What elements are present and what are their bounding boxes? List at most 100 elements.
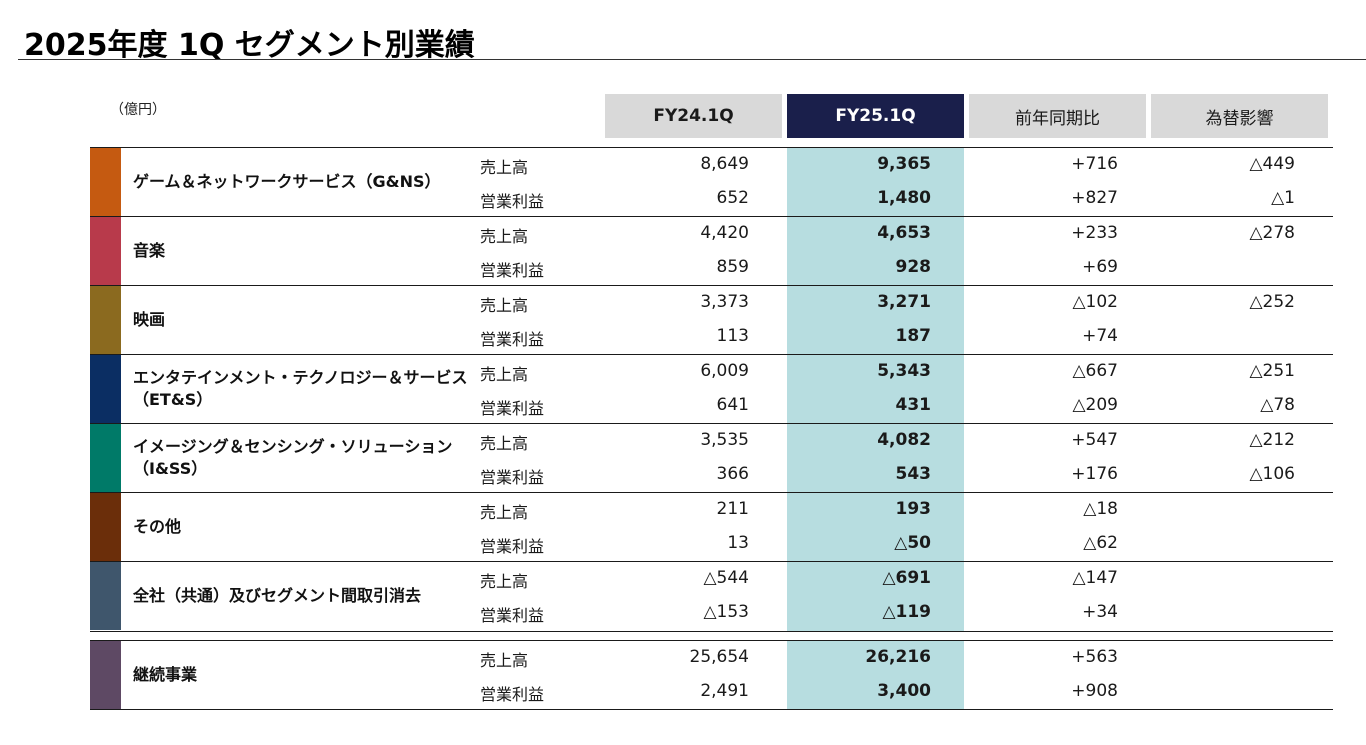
value-op-cur: △119 [882,602,931,622]
value-sales-cur: 9,365 [877,154,931,174]
label-sales: 売上高 [480,296,529,315]
value-op-yoy: +176 [1071,464,1118,484]
value-op-fx: △106 [1249,464,1295,484]
value-op-fx: △1 [1271,188,1295,208]
value-sales-fx: △278 [1249,223,1295,243]
segment-name-line: 全社（共通）及びセグメント間取引消去 [133,586,422,605]
row-separator [90,561,1333,562]
segment-row-ets: エンタテインメント・テクノロジー＆サービス （ET&S） [90,355,1333,423]
value-op-fx: △78 [1260,395,1295,415]
segment-name: 全社（共通）及びセグメント間取引消去 [133,562,483,630]
segment-name: 継続事業 [133,641,483,709]
row-separator [90,147,1333,148]
value-op-prev: 652 [716,188,749,208]
segment-name: 音楽 [133,217,483,285]
segment-color-bar [90,217,121,285]
row-separator [90,216,1333,217]
value-sales-prev: 25,654 [689,647,749,667]
current-column-highlight [787,148,964,632]
value-sales-cur: 5,343 [877,361,931,381]
value-sales-yoy: △667 [1072,361,1118,381]
value-sales-yoy: △102 [1072,292,1118,312]
value-op-prev: 113 [716,326,749,346]
label-sales: 売上高 [480,503,529,522]
segment-name-line: 音楽 [133,241,166,260]
segment-name-line: 映画 [133,310,166,329]
value-sales-fx: △251 [1249,361,1295,381]
value-op-prev: 366 [716,464,749,484]
value-sales-prev: △544 [703,568,749,588]
value-op-yoy: +69 [1082,257,1118,277]
segment-row-continuing: 継続事業 [90,641,1333,709]
row-separator [90,640,1333,641]
value-op-cur: 928 [895,257,932,277]
label-operating-income: 営業利益 [480,192,545,211]
value-op-cur: △50 [894,533,931,553]
value-sales-prev: 6,009 [700,361,749,381]
segment-row-other: その他 [90,493,1333,561]
segment-color-bar [90,562,121,630]
segment-name-line: ゲーム＆ネットワークサービス（G&NS） [133,172,441,191]
value-sales-cur: 4,653 [877,223,931,243]
segment-name-line: その他 [133,517,182,536]
value-sales-yoy: +233 [1071,223,1118,243]
label-operating-income: 営業利益 [480,399,545,418]
label-operating-income: 営業利益 [480,685,545,704]
label-sales: 売上高 [480,572,529,591]
segment-name: エンタテインメント・テクノロジー＆サービス （ET&S） [133,355,483,423]
value-sales-prev: 211 [716,499,749,519]
segment-name-line: 継続事業 [133,665,198,684]
segment-color-bar [90,493,121,561]
value-op-cur: 543 [895,464,932,484]
unit-label: （億円） [110,102,166,118]
value-sales-cur: 4,082 [877,430,931,450]
header-fx-impact: 為替影響 [1151,94,1328,138]
segment-row-corporate: 全社（共通）及びセグメント間取引消去 [90,562,1333,630]
value-sales-prev: 3,535 [700,430,749,450]
segment-name-line: （I&SS） [133,459,208,478]
value-op-yoy: +74 [1082,326,1118,346]
value-sales-fx: △252 [1249,292,1295,312]
label-operating-income: 営業利益 [480,261,545,280]
row-separator [90,631,1333,632]
row-separator [90,354,1333,355]
segment-row-music: 音楽 [90,217,1333,285]
value-sales-yoy: △147 [1072,568,1118,588]
header-fy24-1q: FY24.1Q [605,94,782,138]
value-op-prev: 859 [716,257,749,277]
value-sales-yoy: +563 [1071,647,1118,667]
value-sales-yoy: +716 [1071,154,1118,174]
label-sales: 売上高 [480,227,529,246]
row-separator [90,709,1333,710]
label-sales: 売上高 [480,158,529,177]
value-op-yoy: +34 [1082,602,1118,622]
value-op-cur: 431 [895,395,932,415]
segment-row-iss: イメージング＆センシング・ソリューション （I&SS） [90,424,1333,492]
segment-name-line: （ET&S） [133,390,213,409]
page-title: 2025年度 1Q セグメント別業績 [24,28,475,63]
segment-name: 映画 [133,286,483,354]
label-sales: 売上高 [480,434,529,453]
current-column-highlight-total [787,641,964,709]
value-op-yoy: △209 [1072,395,1118,415]
segment-name: その他 [133,493,483,561]
value-sales-cur: 193 [895,499,932,519]
segment-row-gns: ゲーム＆ネットワークサービス（G&NS） [90,148,1333,216]
segment-color-bar [90,355,121,423]
value-op-prev: 641 [716,395,749,415]
value-op-yoy: +827 [1071,188,1118,208]
value-op-prev: △153 [703,602,749,622]
value-sales-prev: 3,373 [700,292,749,312]
value-sales-prev: 8,649 [700,154,749,174]
label-operating-income: 営業利益 [480,537,545,556]
segment-name: ゲーム＆ネットワークサービス（G&NS） [133,148,483,216]
segment-name: イメージング＆センシング・ソリューション （I&SS） [133,424,483,492]
row-separator [90,492,1333,493]
label-operating-income: 営業利益 [480,468,545,487]
header-fy25-1q: FY25.1Q [787,94,964,138]
segment-color-bar [90,424,121,492]
value-sales-fx: △449 [1249,154,1295,174]
segment-color-bar [90,641,121,709]
header-yoy: 前年同期比 [969,94,1146,138]
value-op-yoy: △62 [1083,533,1118,553]
